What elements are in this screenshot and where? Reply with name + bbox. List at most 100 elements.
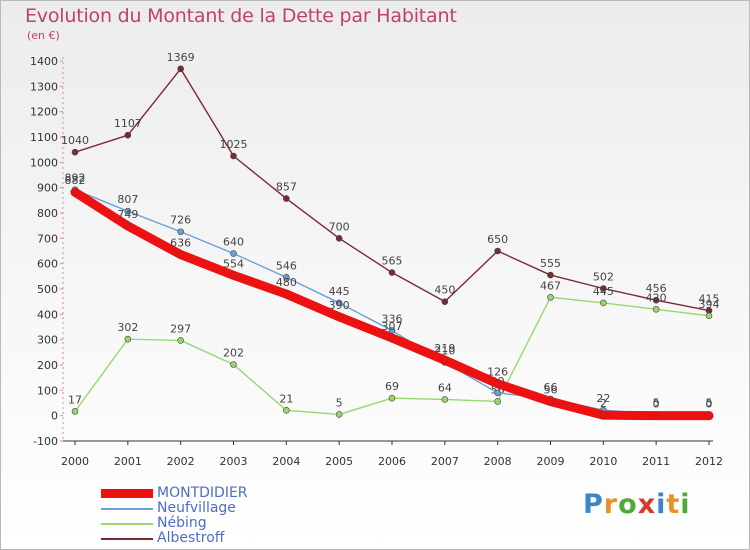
data-label-albestroff: 650 [487, 233, 508, 246]
data-label-albestroff: 450 [434, 284, 455, 297]
legend-swatch [101, 523, 153, 525]
data-label-nébing: 5 [336, 396, 343, 409]
logo-letter: x [637, 489, 657, 520]
legend-swatch [101, 508, 153, 510]
data-label-nébing: 17 [68, 393, 82, 406]
logo-letter: i [680, 489, 691, 520]
data-point-neufvillage [230, 250, 237, 257]
data-label-albestroff: 1025 [220, 138, 248, 151]
data-point-montdidier [599, 411, 608, 419]
legend-label: MONTDIDIER [157, 485, 248, 501]
y-tick-label: 1400 [30, 55, 58, 68]
data-label-montdidier: 307 [382, 320, 403, 333]
data-point-albestroff [230, 152, 237, 160]
data-label-nébing: 297 [170, 322, 191, 335]
data-label-neufvillage: 892 [65, 172, 86, 185]
data-point-nébing [177, 337, 184, 344]
y-tick-label: -100 [33, 435, 58, 448]
data-point-albestroff [388, 269, 396, 276]
data-point-nébing [283, 407, 290, 414]
logo-letter: o [618, 489, 638, 520]
y-tick-label: 400 [37, 308, 58, 321]
x-tick-label: 2010 [589, 455, 617, 468]
data-point-neufvillage [283, 274, 290, 281]
data-label-montdidier: 0 [653, 398, 660, 411]
y-tick-label: 200 [37, 359, 58, 372]
y-tick-label: 100 [37, 384, 58, 397]
data-point-neufvillage [124, 207, 132, 215]
data-label-nébing: 420 [646, 291, 667, 304]
data-point-montdidier [176, 250, 185, 259]
y-tick-label: 700 [37, 232, 58, 245]
data-point-montdidier [546, 397, 555, 406]
data-label-montdidier: 554 [223, 257, 244, 270]
y-tick-label: 600 [37, 258, 58, 271]
data-label-nébing: 69 [385, 380, 399, 393]
legend-label: Nébing [157, 515, 207, 531]
data-label-albestroff: 456 [646, 282, 667, 295]
data-label-montdidier: 636 [170, 237, 191, 250]
data-point-nébing [335, 411, 343, 418]
data-point-montdidier [124, 222, 132, 230]
data-label-albestroff: 1107 [114, 117, 142, 130]
data-label-albestroff: 502 [593, 270, 614, 283]
data-label-neufvillage: 336 [382, 313, 403, 326]
data-label-neufvillage: 445 [329, 285, 350, 298]
data-label-neufvillage: 5 [653, 396, 660, 409]
data-label-montdidier: 126 [487, 366, 508, 379]
legend-label: Neufvillage [157, 500, 236, 516]
data-point-nébing [600, 299, 607, 307]
data-label-neufvillage: 546 [276, 259, 297, 272]
data-label-montdidier: 56 [544, 383, 558, 396]
data-point-nébing [547, 294, 554, 301]
logo-letter: t [666, 489, 681, 520]
data-point-albestroff [547, 271, 554, 279]
data-point-albestroff [335, 235, 343, 242]
data-point-nébing [124, 335, 132, 343]
x-tick-label: 2012 [695, 455, 723, 468]
data-label-nébing: 64 [438, 381, 452, 394]
x-tick-label: 2005 [325, 455, 353, 468]
data-label-albestroff: 1040 [61, 134, 89, 147]
data-label-montdidier: 390 [329, 299, 350, 312]
x-tick-label: 2009 [537, 455, 565, 468]
data-label-albestroff: 565 [382, 255, 403, 268]
data-point-nébing [494, 398, 501, 405]
data-point-montdidier [71, 188, 79, 197]
data-point-montdidier [441, 356, 449, 364]
data-label-albestroff: 1369 [167, 51, 195, 64]
data-point-montdidier [388, 334, 396, 342]
data-label-albestroff: 555 [540, 257, 561, 270]
data-point-montdidier [652, 411, 660, 420]
data-label-montdidier: 0 [706, 398, 713, 411]
x-tick-label: 2003 [220, 455, 248, 468]
y-tick-label: 900 [37, 182, 58, 195]
data-point-albestroff [652, 296, 660, 304]
data-label-neufvillage: 22 [596, 392, 610, 405]
data-point-neufvillage [335, 299, 343, 307]
data-label-nébing: 445 [593, 285, 614, 298]
logo-letter: r [603, 489, 619, 520]
data-label-montdidier: 480 [276, 276, 297, 289]
data-point-nébing [388, 394, 396, 402]
y-tick-label: 300 [37, 334, 58, 347]
data-label-neufvillage: 5 [706, 396, 713, 409]
data-label-nébing: 467 [540, 279, 561, 292]
data-label-montdidier: 2 [600, 397, 607, 410]
data-point-montdidier [705, 411, 713, 420]
data-label-albestroff: 415 [699, 293, 720, 306]
data-point-montdidier [335, 313, 343, 321]
data-label-montdidier: 219 [434, 342, 455, 355]
logo-letter: i [656, 489, 667, 520]
data-point-neufvillage [177, 228, 184, 236]
chart-subtitle: (en €) [27, 29, 60, 42]
data-point-albestroff [441, 298, 449, 305]
data-point-albestroff [177, 65, 184, 73]
y-tick-label: 1300 [30, 80, 58, 93]
data-point-albestroff [283, 195, 290, 202]
data-point-nébing [230, 361, 237, 368]
y-tick-label: 1000 [30, 156, 58, 169]
x-tick-label: 2001 [114, 455, 142, 468]
